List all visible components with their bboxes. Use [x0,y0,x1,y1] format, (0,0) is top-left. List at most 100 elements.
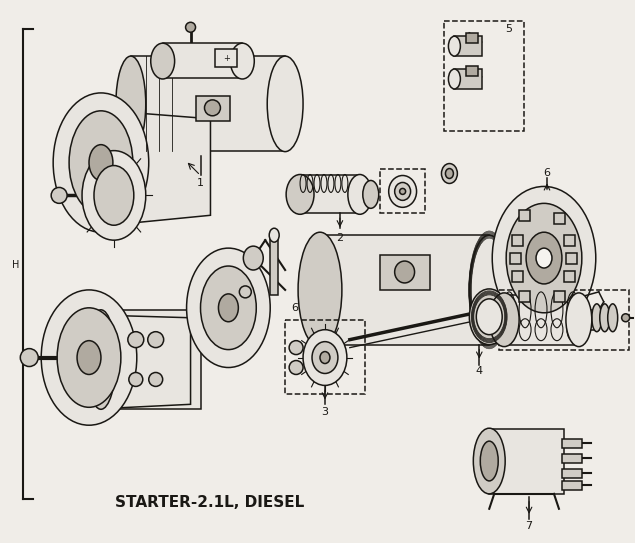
Bar [519,291,530,302]
Text: 5: 5 [505,24,512,34]
Bar [215,49,237,67]
Ellipse shape [53,93,149,232]
Bar [512,271,523,282]
Ellipse shape [448,36,460,56]
Ellipse shape [269,228,279,242]
Bar [196,96,231,121]
Ellipse shape [129,372,143,387]
Ellipse shape [441,163,457,184]
Ellipse shape [395,261,415,283]
Bar [510,253,521,264]
Bar [562,481,582,490]
Ellipse shape [506,203,582,313]
Ellipse shape [86,310,116,409]
Ellipse shape [303,330,347,386]
Text: H: H [11,260,19,270]
Bar [466,33,478,43]
Text: 6: 6 [544,167,551,178]
Ellipse shape [149,372,163,387]
Ellipse shape [239,286,251,298]
Ellipse shape [94,166,134,225]
Ellipse shape [622,314,630,322]
Bar [455,69,482,89]
Bar [466,66,478,76]
Ellipse shape [469,289,509,345]
Text: 3: 3 [321,407,328,417]
Text: 1: 1 [197,179,204,188]
Bar [562,469,582,478]
Ellipse shape [389,175,417,207]
Ellipse shape [476,299,502,334]
Ellipse shape [82,150,146,240]
Ellipse shape [399,188,406,194]
Text: +: + [223,54,230,62]
Bar [455,36,482,56]
Ellipse shape [348,174,371,214]
Ellipse shape [57,308,121,407]
Ellipse shape [592,304,602,332]
Ellipse shape [480,441,498,481]
Ellipse shape [89,144,113,180]
Bar [444,21,524,131]
Ellipse shape [187,248,271,368]
Ellipse shape [566,293,592,346]
Ellipse shape [41,290,137,425]
Ellipse shape [51,187,67,203]
Bar [380,255,429,290]
Bar [554,213,565,224]
Ellipse shape [267,56,303,151]
Ellipse shape [489,293,519,346]
Text: 2: 2 [337,233,344,243]
Bar [499,290,629,350]
Ellipse shape [243,246,264,270]
Ellipse shape [363,180,378,209]
Bar [163,43,243,78]
Ellipse shape [116,56,146,151]
Ellipse shape [445,168,453,179]
Text: 4: 4 [476,367,483,376]
Ellipse shape [20,349,38,367]
Bar [562,439,582,448]
Bar [504,295,579,345]
Ellipse shape [231,43,254,79]
Bar [380,168,425,213]
Bar [564,235,575,246]
Ellipse shape [608,304,618,332]
Bar [300,175,360,213]
Ellipse shape [526,232,562,284]
Ellipse shape [77,340,101,375]
Ellipse shape [320,351,330,363]
Bar [489,429,564,494]
Ellipse shape [148,332,164,348]
Ellipse shape [286,174,314,214]
Ellipse shape [395,182,411,200]
Bar [131,56,285,150]
Text: STARTER-2.1L, DIESEL: STARTER-2.1L, DIESEL [116,495,305,510]
Bar [562,454,582,463]
Bar [564,271,575,282]
Ellipse shape [201,266,257,350]
Ellipse shape [204,100,220,116]
Bar [512,235,523,246]
Bar [285,320,364,394]
Ellipse shape [298,232,342,348]
Ellipse shape [492,186,596,330]
Ellipse shape [289,340,303,355]
Ellipse shape [312,342,338,374]
Ellipse shape [448,69,460,89]
Ellipse shape [128,332,144,348]
Bar [271,235,278,295]
Text: 6: 6 [291,303,298,313]
Ellipse shape [69,111,133,214]
Ellipse shape [289,361,303,375]
Ellipse shape [536,248,552,268]
Bar [554,291,565,302]
Ellipse shape [150,43,175,79]
Text: 7: 7 [526,521,533,531]
Bar [320,235,489,345]
Bar [519,210,530,221]
Ellipse shape [185,22,196,32]
Bar [566,253,577,264]
Ellipse shape [218,294,238,322]
Ellipse shape [469,235,509,345]
